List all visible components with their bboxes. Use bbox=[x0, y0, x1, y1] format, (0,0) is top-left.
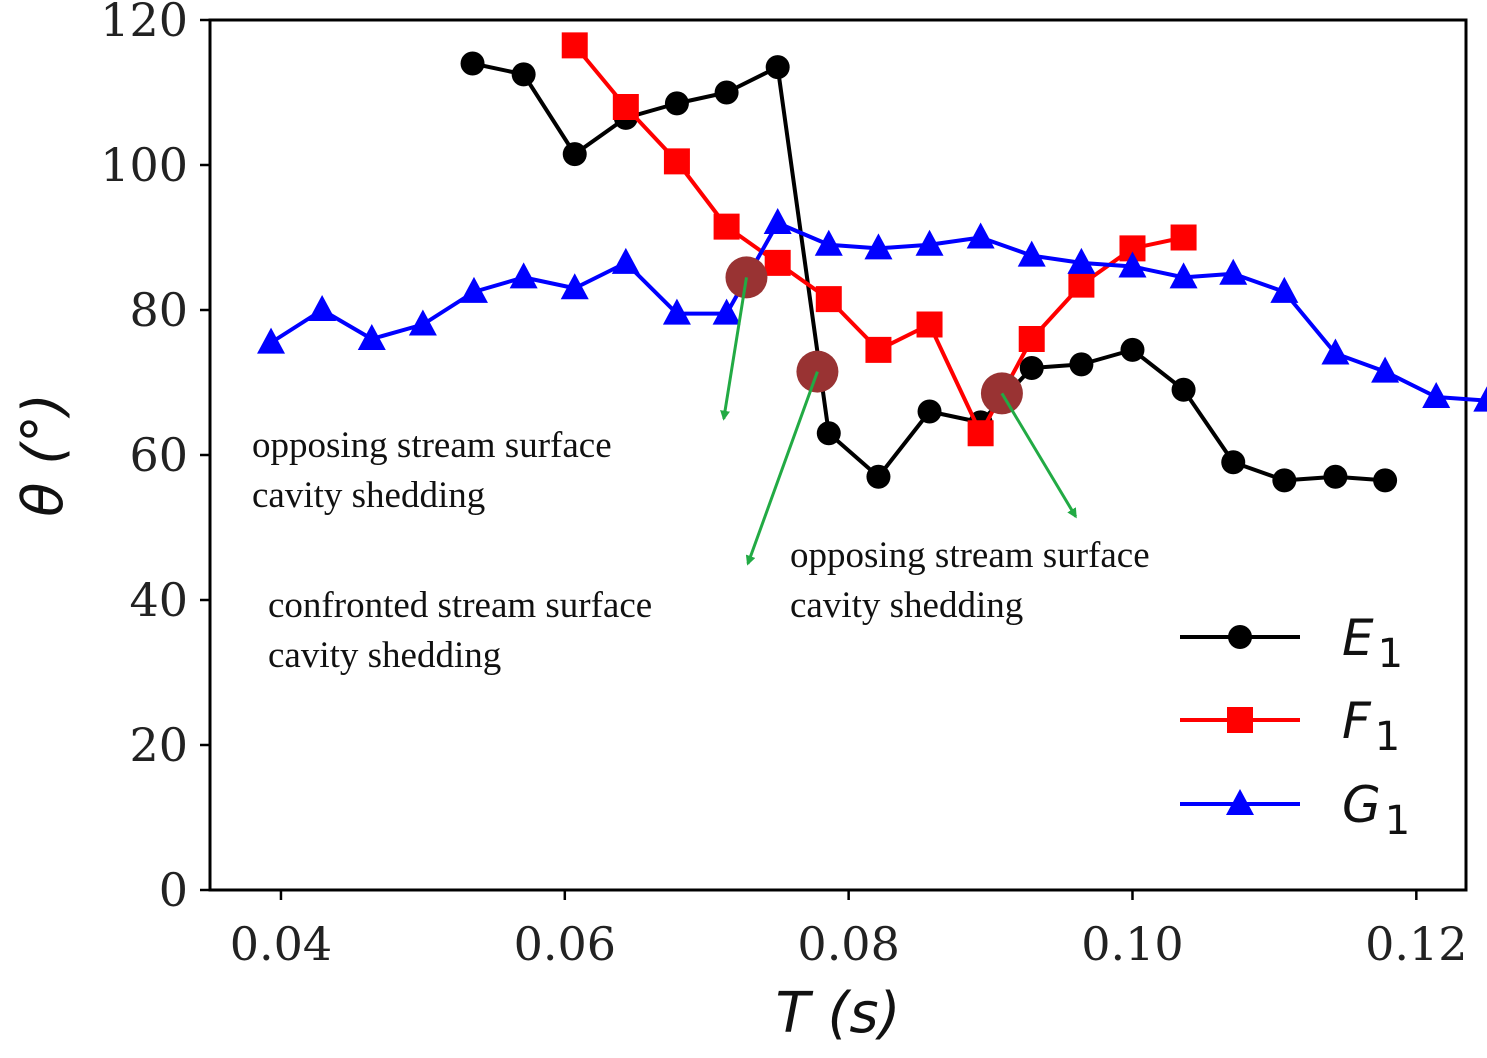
series-f1 bbox=[561, 32, 1197, 447]
annotation-arrow bbox=[720, 277, 748, 421]
data-point-g1 bbox=[1321, 338, 1350, 365]
data-point-g1 bbox=[1219, 258, 1248, 285]
data-point-g1 bbox=[1270, 276, 1299, 303]
data-point-f1 bbox=[713, 213, 740, 240]
data-point-f1 bbox=[1170, 224, 1197, 251]
data-point-g1 bbox=[1422, 382, 1451, 408]
y-tick-label: 0 bbox=[159, 863, 188, 917]
y-tick-label: 80 bbox=[129, 283, 188, 337]
data-point-g1 bbox=[611, 247, 640, 274]
data-point-g1 bbox=[966, 222, 995, 249]
data-point-f1 bbox=[967, 420, 994, 447]
data-point-g1 bbox=[357, 324, 386, 350]
data-point-g1 bbox=[560, 273, 589, 300]
data-point-g1 bbox=[814, 229, 843, 256]
data-point-f1 bbox=[865, 336, 892, 363]
y-tick-label: 120 bbox=[100, 0, 188, 47]
legend-subscript: 1 bbox=[1385, 798, 1410, 844]
legend-marker-g1 bbox=[1226, 789, 1254, 815]
data-point-g1 bbox=[509, 262, 538, 289]
data-point-g1 bbox=[1017, 240, 1046, 267]
annotation-text: confronted stream surface bbox=[268, 585, 652, 626]
data-point-g1 bbox=[864, 233, 893, 260]
legend-subscript: 1 bbox=[1375, 714, 1400, 760]
data-point-g1 bbox=[308, 295, 337, 321]
data-point-e1 bbox=[460, 51, 485, 76]
x-tick-label: 0.08 bbox=[797, 917, 899, 971]
data-point-f1 bbox=[1068, 271, 1095, 298]
x-tick-label: 0.10 bbox=[1081, 917, 1183, 971]
legend: E 1 F 1 G 1 bbox=[1180, 609, 1410, 844]
annotation-arrow bbox=[1000, 392, 1078, 519]
annotation-text: opposing stream surface bbox=[790, 535, 1150, 576]
y-tick-label: 20 bbox=[129, 718, 188, 772]
annotation-text: cavity shedding bbox=[252, 475, 485, 516]
data-point-f1 bbox=[815, 286, 842, 313]
data-point-e1 bbox=[664, 91, 689, 116]
highlight-layer bbox=[725, 256, 1023, 415]
annotation-text: opposing stream surface bbox=[252, 425, 612, 466]
data-point-f1 bbox=[1018, 326, 1045, 352]
data-point-e1 bbox=[1019, 356, 1044, 380]
data-point-g1 bbox=[1067, 247, 1096, 274]
x-tick-label: 0.04 bbox=[230, 917, 332, 971]
data-point-e1 bbox=[511, 62, 536, 87]
data-point-e1 bbox=[1069, 352, 1094, 377]
data-point-f1 bbox=[916, 311, 943, 338]
data-point-g1 bbox=[1118, 251, 1147, 278]
legend-marker-e1 bbox=[1228, 625, 1252, 649]
data-point-e1 bbox=[866, 464, 891, 489]
y-tick-label: 40 bbox=[129, 573, 188, 627]
y-axis: 0 20 40 60 80 100 120 bbox=[100, 0, 210, 917]
annotation-arrow bbox=[745, 371, 819, 566]
data-point-e1 bbox=[1323, 464, 1348, 489]
y-axis-title: θ (°) bbox=[11, 393, 76, 517]
data-point-f1 bbox=[764, 249, 791, 276]
data-point-e1 bbox=[562, 142, 587, 167]
series-g1 bbox=[257, 208, 1487, 412]
annotation-text: cavity shedding bbox=[268, 635, 501, 676]
data-point-f1 bbox=[561, 32, 588, 59]
data-point-g1 bbox=[712, 298, 741, 325]
data-point-g1 bbox=[1169, 262, 1198, 289]
data-point-g1 bbox=[408, 309, 437, 336]
x-axis: 0.04 0.06 0.08 0.10 0.12 bbox=[230, 890, 1468, 971]
data-point-e1 bbox=[1171, 377, 1196, 402]
data-point-g1 bbox=[459, 276, 488, 303]
data-point-e1 bbox=[1120, 337, 1145, 362]
data-point-e1 bbox=[765, 55, 790, 80]
y-tick-label: 60 bbox=[129, 428, 188, 482]
data-point-e1 bbox=[714, 80, 739, 105]
data-point-e1 bbox=[917, 399, 942, 424]
data-point-e1 bbox=[1272, 468, 1297, 493]
data-point-g1 bbox=[763, 208, 792, 234]
annotation-text: cavity shedding bbox=[790, 585, 1023, 626]
x-tick-label: 0.06 bbox=[514, 917, 616, 971]
data-point-f1 bbox=[612, 94, 639, 120]
data-point-g1 bbox=[1473, 386, 1487, 412]
annotation-layer: opposing stream surface cavity shedding co… bbox=[252, 277, 1150, 676]
data-point-e1 bbox=[1221, 450, 1246, 475]
data-point-g1 bbox=[257, 327, 286, 354]
data-point-g1 bbox=[662, 298, 691, 325]
data-point-f1 bbox=[663, 148, 690, 175]
data-point-e1 bbox=[1373, 468, 1398, 493]
y-tick-label: 100 bbox=[100, 138, 188, 192]
data-point-e1 bbox=[816, 421, 841, 446]
legend-marker-f1 bbox=[1227, 707, 1253, 733]
series-layer bbox=[257, 32, 1487, 493]
legend-subscript: 1 bbox=[1378, 631, 1403, 677]
x-tick-label: 0.12 bbox=[1365, 917, 1467, 971]
data-point-g1 bbox=[915, 229, 944, 256]
data-point-g1 bbox=[1371, 356, 1400, 383]
x-axis-title: T (s) bbox=[776, 981, 901, 1046]
